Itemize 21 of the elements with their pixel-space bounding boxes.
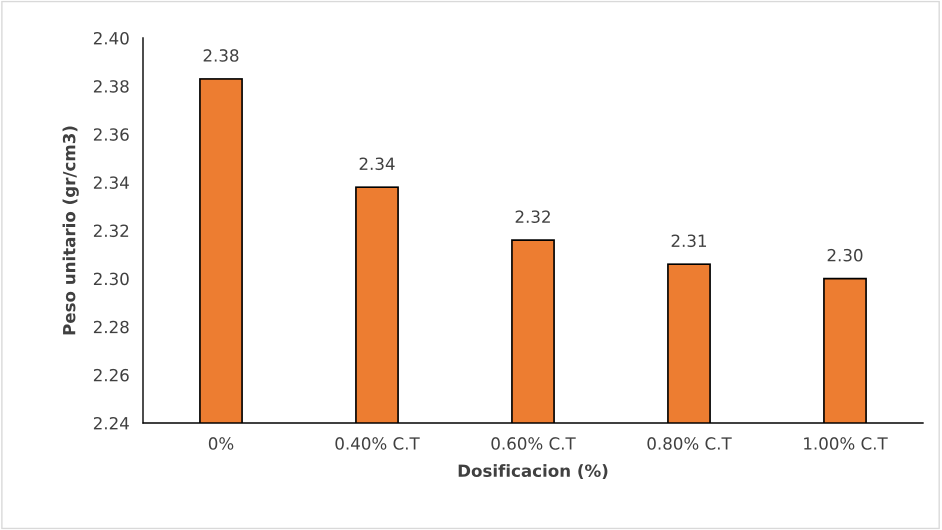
y-tick-label: 2.32 — [94, 224, 128, 238]
y-tick-label: 2.28 — [94, 320, 129, 334]
data-label: 2.38 — [204, 49, 238, 62]
y-tick-label: 2.38 — [94, 80, 129, 93]
data-label: 2.31 — [672, 234, 706, 248]
y-tick-label: 2.26 — [94, 368, 129, 382]
y-tick-label: 2.40 — [94, 32, 129, 45]
x-tick-label: 0% — [208, 437, 234, 450]
x-axis-title: Dosificacion (%) — [458, 464, 608, 479]
data-label: 2.34 — [360, 157, 395, 170]
y-tick-label: 2.34 — [94, 176, 129, 189]
x-tick-label: 0.40% C.T — [335, 437, 420, 450]
x-tick-label: 0.80% C.T — [647, 437, 732, 450]
x-tick-label: 1.00% C.T — [804, 437, 888, 450]
y-axis-title: Peso unitario (gr/cm3) — [62, 126, 79, 334]
data-label: 2.30 — [828, 248, 862, 262]
y-tick-label: 2.24 — [94, 416, 129, 430]
y-tick-label: 2.36 — [94, 128, 129, 141]
x-tick-label: 0.60% C.T — [491, 437, 576, 450]
data-label: 2.32 — [516, 210, 550, 224]
y-tick-label: 2.30 — [94, 272, 129, 286]
